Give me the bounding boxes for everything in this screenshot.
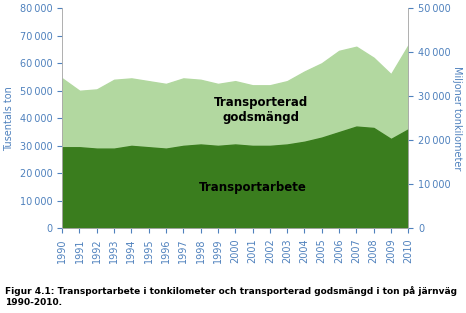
- Text: Figur 4.1: Transportarbete i tonkilometer och transporterad godsmängd i ton på j: Figur 4.1: Transportarbete i tonkilomete…: [5, 286, 457, 307]
- Text: Transportarbete: Transportarbete: [199, 181, 307, 194]
- Text: Transporterad
godsmängd: Transporterad godsmängd: [214, 96, 308, 124]
- Y-axis label: Miljoner tonkilometer: Miljoner tonkilometer: [452, 66, 462, 171]
- Y-axis label: Tusentals ton: Tusentals ton: [4, 86, 14, 151]
